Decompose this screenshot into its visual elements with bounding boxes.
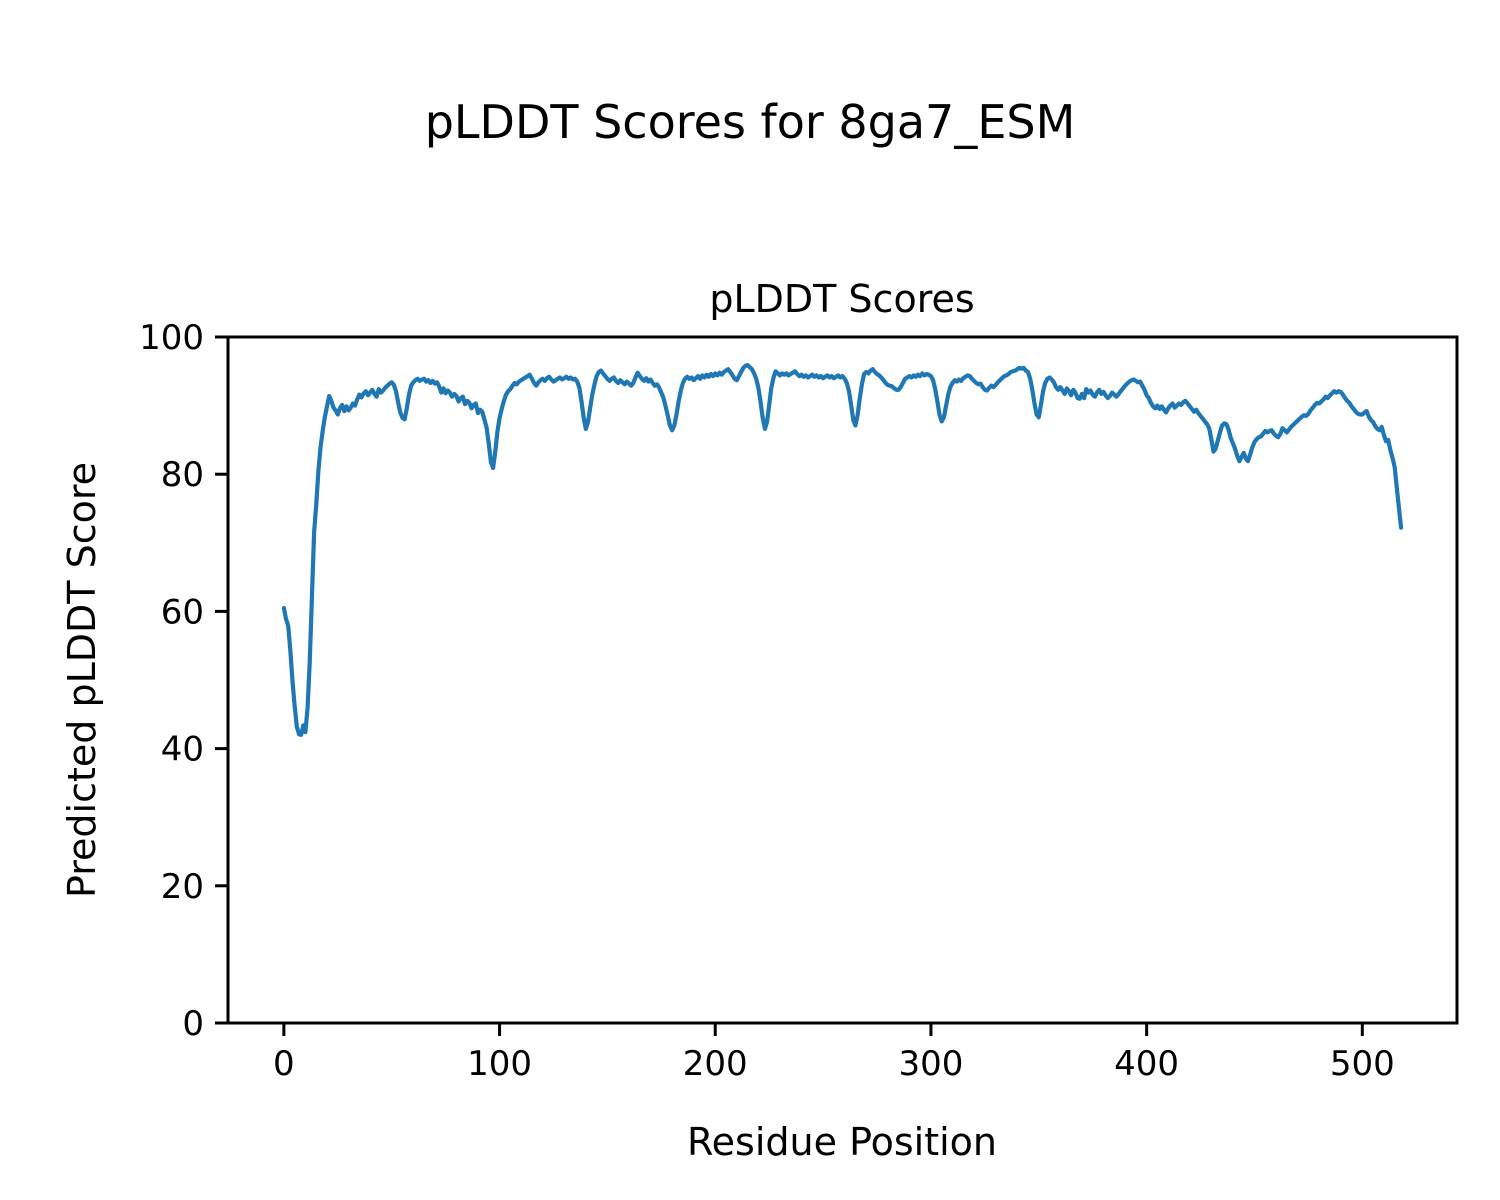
x-tick-label: 0 [273, 1044, 295, 1084]
y-tick-label: 40 [161, 730, 204, 770]
plot-border-spines [226, 335, 1459, 1025]
y-tick-label: 60 [161, 592, 204, 632]
x-axis-label: Residue Position [687, 1120, 997, 1164]
data-series-group [281, 363, 1404, 738]
x-tick-label: 400 [1114, 1044, 1179, 1084]
y-axis-ticks: 0 20 40 60 80 100 [139, 318, 228, 1044]
y-tick-label: 80 [161, 455, 204, 495]
plddt-series-line [281, 363, 1404, 738]
x-axis-ticks: 0 100 200 300 400 500 [273, 1023, 1395, 1084]
y-tick-label: 100 [139, 318, 204, 358]
x-tick-label: 300 [898, 1044, 963, 1084]
y-axis-label: Predicted pLDDT Score [60, 462, 104, 898]
y-tick-label: 20 [161, 867, 204, 907]
y-tick-label: 0 [182, 1004, 204, 1044]
x-tick-label: 500 [1330, 1044, 1395, 1084]
x-tick-label: 200 [683, 1044, 748, 1084]
x-tick-label: 100 [467, 1044, 532, 1084]
figure-title: pLDDT Scores for 8ga7_ESM [425, 95, 1076, 149]
axes-title: pLDDT Scores [709, 277, 974, 321]
